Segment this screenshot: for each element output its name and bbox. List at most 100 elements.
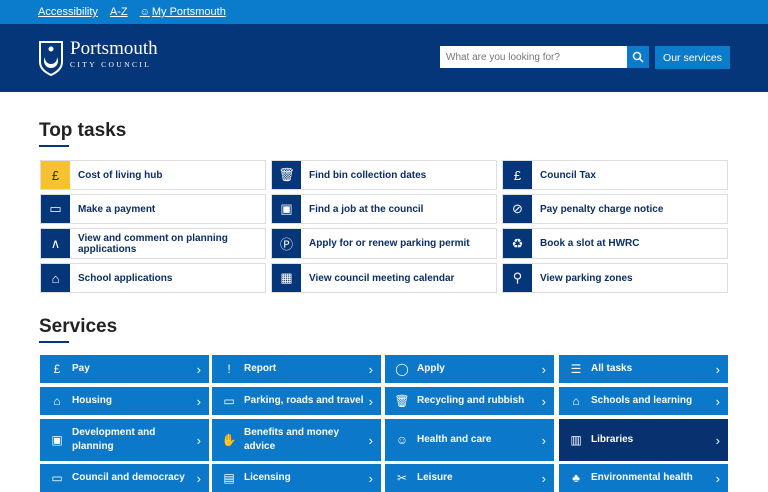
top-task-tile[interactable]: ⌂ School applications: [40, 263, 266, 293]
service-label: Council and democracy: [72, 472, 185, 483]
car-icon: ▭: [223, 394, 235, 408]
chevron-right-icon: ›: [541, 432, 546, 448]
school-icon: ⌂: [572, 394, 580, 408]
service-tile[interactable]: ⌂ Housing ›: [40, 387, 209, 415]
logo-title: Portsmouth: [70, 38, 158, 59]
school-icon: ⌂: [41, 264, 70, 292]
top-task-label: Find a job at the council: [309, 203, 424, 215]
a-z-link[interactable]: A-Z: [109, 6, 128, 18]
top-task-tile[interactable]: ♻ Book a slot at HWRC: [502, 228, 728, 259]
service-tile[interactable]: ✋ Benefits and money advice ›: [212, 419, 381, 461]
service-tile[interactable]: ⌂ Schools and learning ›: [559, 387, 728, 415]
our-services-button[interactable]: Our services: [655, 46, 730, 69]
service-tile[interactable]: ▤ Licensing ›: [212, 464, 381, 492]
chevron-right-icon: ›: [715, 393, 720, 409]
service-label: Development and planning: [72, 427, 156, 452]
top-task-label: School applications: [78, 272, 173, 284]
chevron-right-icon: ›: [541, 361, 546, 377]
top-task-tile[interactable]: ⚲ View parking zones: [502, 263, 728, 293]
map-icon: ⚲: [503, 264, 532, 292]
search-button[interactable]: [627, 46, 649, 68]
service-label: Health and care: [417, 434, 492, 445]
books-icon: ▥: [570, 433, 582, 447]
top-task-tile[interactable]: ⊘ Pay penalty charge notice: [502, 194, 728, 224]
service-tile[interactable]: ◯ Apply ›: [385, 355, 554, 383]
report-icon: !: [227, 362, 231, 376]
service-tile[interactable]: ♣ Environmental health ›: [559, 464, 728, 492]
hand-icon: ✋: [221, 433, 237, 447]
service-label: Recycling and rubbish: [417, 395, 525, 406]
chevron-right-icon: ›: [541, 470, 546, 486]
top-task-tile[interactable]: ∧ View and comment on planning applicatio…: [40, 228, 266, 259]
service-tile[interactable]: ☺ Health and care ›: [385, 419, 554, 461]
top-task-label: View parking zones: [540, 272, 633, 284]
chevron-right-icon: ›: [368, 470, 373, 486]
recycle-icon: ♻: [503, 229, 532, 258]
service-label: Leisure: [417, 472, 453, 483]
accessibility-link[interactable]: Accessibility: [38, 6, 98, 18]
service-label: Libraries: [591, 434, 634, 445]
list-icon: ☰: [570, 362, 582, 376]
service-label: Environmental health: [591, 472, 693, 483]
service-tile[interactable]: ▭ Council and democracy ›: [40, 464, 209, 492]
compass-icon: ∧: [41, 229, 70, 258]
top-task-label: View council meeting calendar: [309, 272, 455, 284]
id-card-icon: ▣: [272, 195, 301, 223]
chevron-right-icon: ›: [196, 432, 201, 448]
licence-icon: ▤: [223, 471, 235, 485]
top-task-tile[interactable]: £ Council Tax: [502, 160, 728, 190]
site-header: Portsmouth CITY COUNCIL Our services: [0, 24, 768, 92]
service-tile[interactable]: ☰ All tasks ›: [559, 355, 728, 383]
logo-subtitle: CITY COUNCIL: [70, 60, 152, 69]
service-label: Report: [244, 363, 277, 374]
service-tile[interactable]: ▥ Libraries ›: [559, 419, 728, 461]
top-task-tile[interactable]: ▭ Make a payment: [40, 194, 266, 224]
mouse-icon: ◯: [395, 362, 409, 376]
search-icon: [632, 51, 644, 63]
service-label: Pay: [72, 363, 90, 374]
top-task-tile[interactable]: Ⓟ Apply for or renew parking permit: [271, 228, 497, 259]
service-label: All tasks: [591, 363, 633, 374]
service-label: Apply: [417, 363, 445, 374]
service-tile[interactable]: ▣ Development and planning ›: [40, 419, 209, 461]
service-label: Parking, roads and travel: [244, 395, 364, 406]
top-task-tile[interactable]: ▣ Find a job at the council: [271, 194, 497, 224]
top-task-label: Find bin collection dates: [309, 169, 427, 181]
service-tile[interactable]: ▭ Parking, roads and travel ›: [212, 387, 381, 415]
top-task-label: Make a payment: [78, 203, 156, 215]
screen-icon: ▭: [51, 471, 63, 485]
service-tile[interactable]: £ Pay ›: [40, 355, 209, 383]
my-portsmouth-link[interactable]: ☺ My Portsmouth: [139, 6, 226, 18]
search-input[interactable]: [440, 46, 627, 68]
chevron-right-icon: ›: [541, 393, 546, 409]
heading-underline: [39, 145, 69, 147]
top-task-label: Apply for or renew parking permit: [309, 238, 470, 249]
plan-icon: ▣: [51, 433, 63, 447]
house-icon: ⌂: [53, 394, 61, 408]
leisure-icon: ✂: [396, 471, 408, 485]
pound-icon: £: [41, 161, 70, 189]
user-icon: ☺: [139, 6, 150, 18]
service-label: Benefits and money advice: [244, 427, 340, 452]
utility-bar: Accessibility A-Z ☺ My Portsmouth: [0, 0, 768, 24]
no-parking-icon: ⊘: [503, 195, 532, 223]
pound-icon: £: [503, 161, 532, 189]
top-task-label: Pay penalty charge notice: [540, 203, 664, 215]
service-tile[interactable]: ✂ Leisure ›: [385, 464, 554, 492]
service-tile[interactable]: ! Report ›: [212, 355, 381, 383]
chevron-right-icon: ›: [715, 432, 720, 448]
services-heading: Services: [39, 316, 118, 337]
heading-underline: [39, 341, 69, 343]
chevron-right-icon: ›: [196, 470, 201, 486]
top-task-tile[interactable]: 🗑 Find bin collection dates: [271, 160, 497, 190]
chevron-right-icon: ›: [196, 393, 201, 409]
logo[interactable]: Portsmouth CITY COUNCIL: [38, 38, 158, 76]
crest-icon: [39, 41, 63, 76]
calendar-icon: ▦: [272, 264, 301, 292]
top-task-tile[interactable]: ▦ View council meeting calendar: [271, 263, 497, 293]
top-tasks-heading: Top tasks: [39, 120, 127, 141]
chevron-right-icon: ›: [368, 393, 373, 409]
top-task-tile[interactable]: £ Cost of living hub: [40, 160, 266, 190]
chevron-right-icon: ›: [715, 470, 720, 486]
service-tile[interactable]: 🗑 Recycling and rubbish ›: [385, 387, 554, 415]
